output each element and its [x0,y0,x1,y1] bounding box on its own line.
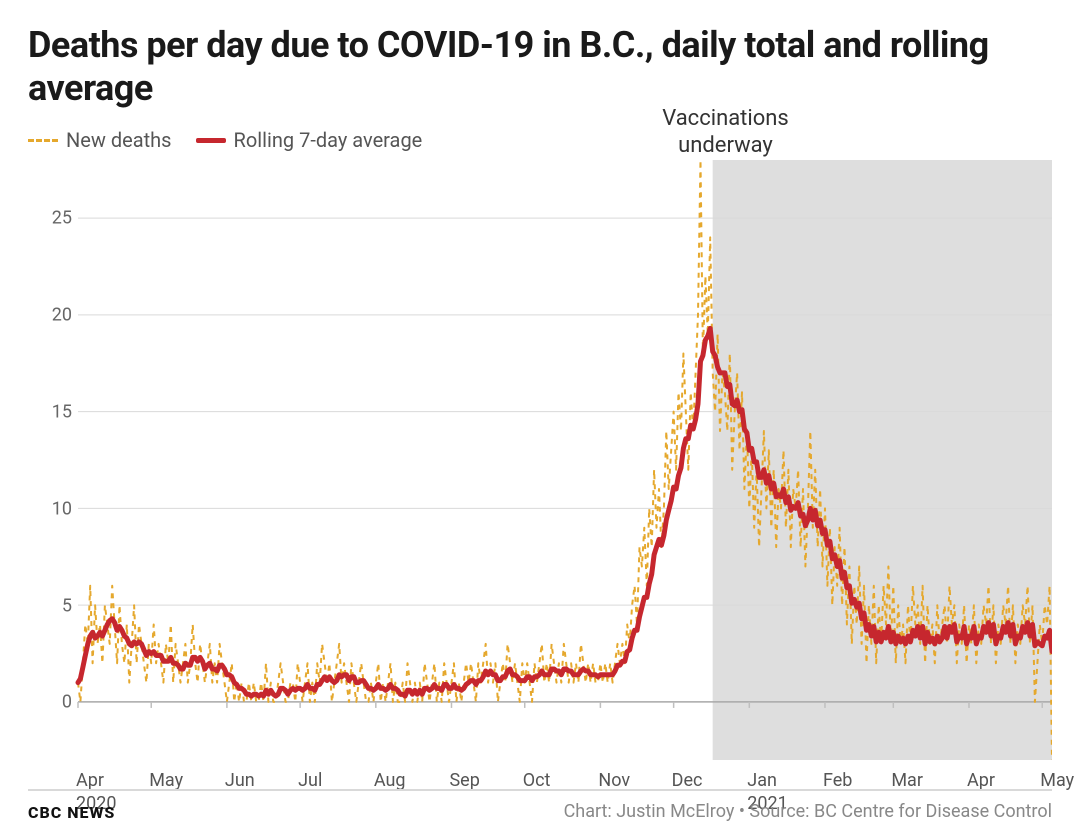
legend-label-rolling-avg: Rolling 7-day average [234,128,423,152]
y-tick-label: 25 [32,208,72,229]
legend: New deaths Rolling 7-day average [28,128,1052,152]
annotation-vaccinations: Vaccinations underway [662,106,789,159]
y-tick-label: 5 [32,595,72,616]
footer: CBC NEWS Chart: Justin McElroy • Source:… [28,789,1052,822]
chart-area: 0510152025Apr 2020MayJunJulAugSepOctNovD… [28,160,1052,760]
chart-title: Deaths per day due to COVID-19 in B.C., … [28,24,1052,110]
y-tick-label: 20 [32,305,72,326]
legend-item-rolling-avg: Rolling 7-day average [196,128,423,152]
legend-swatch-solid [196,138,226,143]
credit-label: Chart: Justin McElroy • Source: BC Centr… [564,801,1052,822]
legend-item-new-deaths: New deaths [28,128,172,152]
y-tick-label: 10 [32,498,72,519]
y-tick-label: 0 [32,692,72,713]
legend-swatch-dashed [28,139,58,142]
brand-label: CBC NEWS [28,803,115,822]
chart-svg [28,160,1052,760]
y-tick-label: 15 [32,401,72,422]
legend-label-new-deaths: New deaths [66,128,172,152]
